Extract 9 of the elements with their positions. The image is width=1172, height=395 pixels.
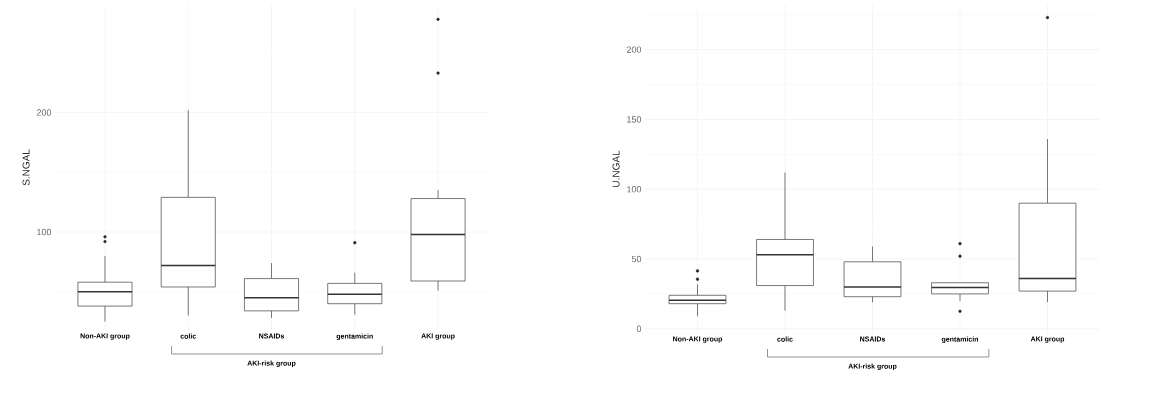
y-tick-label: 50	[631, 255, 642, 263]
y-tick-label: 200	[36, 109, 52, 116]
y-axis-title: S.NGAL	[22, 149, 30, 186]
y-tick-label: 150	[627, 116, 642, 123]
y-axis-title: U.NGAL	[612, 150, 620, 187]
y-tick-label: 100	[627, 186, 642, 193]
y-tick-label: 0	[636, 325, 642, 332]
y-tick-label: 200	[626, 46, 642, 53]
y-tick-label: 100	[37, 228, 52, 236]
